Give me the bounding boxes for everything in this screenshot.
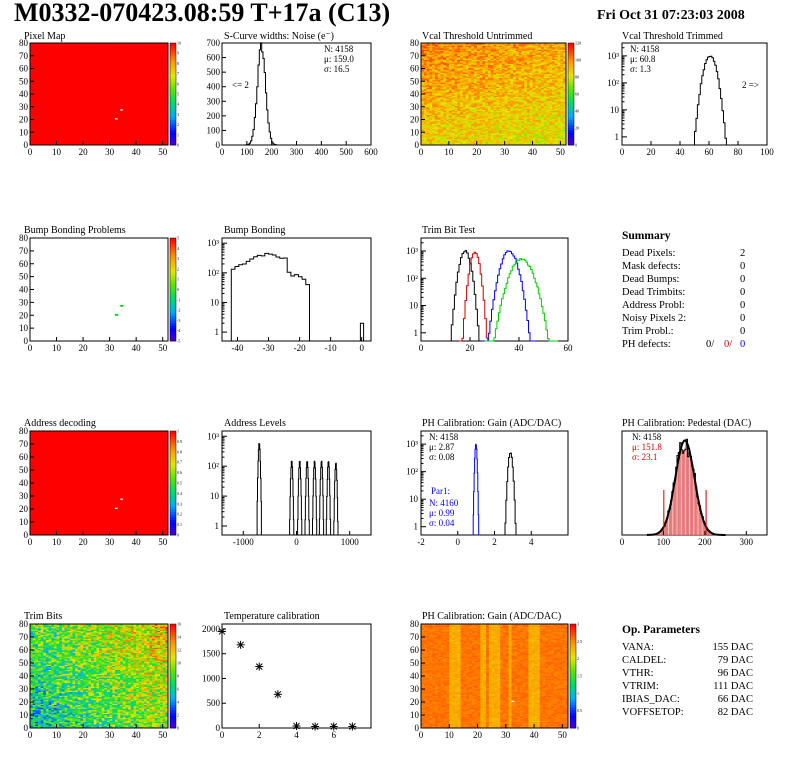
palette-cell [170, 66, 176, 69]
y-tick-label: 50 [19, 76, 29, 86]
stats-N: N: 4158 [324, 44, 354, 54]
stats-key: N: [324, 44, 335, 54]
x-tick-label: 20 [79, 147, 89, 157]
palette-cell [170, 48, 176, 51]
dead-pixel [115, 118, 118, 119]
stats-value: 16.5 [334, 64, 350, 74]
stats-mu: μ: 159.0 [324, 54, 354, 64]
x-tick-label: 500 [339, 147, 353, 157]
palette-cell [170, 74, 176, 77]
y-tick-label: 70 [19, 51, 29, 61]
palette-cell [170, 53, 176, 56]
palette-cell [170, 107, 176, 110]
stats-value: 4158 [335, 44, 354, 54]
heatmap-cells [421, 43, 566, 145]
stats-key: σ: [324, 64, 334, 74]
palette-cell [170, 79, 176, 82]
x-tick-label: 50 [158, 147, 168, 157]
palette-tick-label: 1 [177, 132, 179, 137]
palette-cell [170, 89, 176, 92]
stats-key: μ: [324, 54, 334, 64]
palette-cell [170, 91, 176, 94]
x-tick-label: 40 [132, 147, 142, 157]
x-tick-label: 400 [315, 147, 329, 157]
palette-tick-label: 8 [177, 61, 179, 66]
palette-cell [170, 127, 176, 130]
palette-cell [170, 56, 176, 59]
palette-cell [170, 114, 176, 117]
x-tick-label: 30 [105, 147, 115, 157]
palette-cell [170, 51, 176, 54]
palette-cell [170, 112, 176, 115]
x-tick-label: 10 [52, 147, 62, 157]
palette-cell [170, 46, 176, 49]
palette-cell [170, 63, 176, 66]
chart-title: S-Curve widths: Noise (e⁻) [224, 31, 334, 42]
palette-cell [170, 104, 176, 107]
x-tick-label: 600 [364, 147, 378, 157]
y-tick-label: 300 [207, 96, 221, 106]
dead-pixel [120, 109, 123, 110]
palette-cell [170, 86, 176, 89]
heatmap-cells [30, 43, 168, 145]
y-tick-label: 600 [207, 53, 221, 63]
y-tick-label: 60 [19, 64, 29, 74]
palette-cell [170, 58, 176, 61]
palette-cell [170, 99, 176, 102]
chart-title: Vcal Threshold Untrimmed [422, 31, 532, 42]
underflow-label: <= 2 [232, 80, 249, 90]
palette-cell [170, 84, 176, 87]
palette-tick-label: 0 [177, 143, 179, 148]
palette-tick-label: 2 [177, 122, 179, 127]
y-tick-label: 10 [19, 127, 29, 137]
palette-tick-label: 9 [177, 51, 179, 56]
y-tick-label: 0 [216, 140, 221, 150]
y-tick-label: 100 [207, 125, 221, 135]
palette-tick-label: 6 [177, 81, 179, 86]
palette-cell [170, 43, 176, 46]
palette-cell [170, 109, 176, 112]
x-tick-label: 300 [290, 147, 304, 157]
y-tick-label: 30 [19, 102, 29, 112]
x-tick-label: 200 [265, 147, 279, 157]
palette-cell [170, 130, 176, 133]
palette-cell [170, 97, 176, 100]
x-tick-label: 0 [220, 147, 225, 157]
palette-cell [170, 69, 176, 72]
y-tick-label: 40 [19, 89, 29, 99]
stats-sigma: σ: 16.5 [324, 64, 350, 74]
palette-tick-label: 3 [177, 112, 179, 117]
palette-cell [170, 120, 176, 123]
y-tick-label: 20 [19, 115, 29, 125]
palette-cell [170, 76, 176, 79]
stats-value: 159.0 [334, 54, 355, 64]
palette-tick-label: 4 [177, 102, 179, 107]
palette-cell [170, 102, 176, 105]
palette-cell [170, 94, 176, 97]
palette-cell [170, 71, 176, 74]
palette-cell [170, 135, 176, 138]
palette-cell [170, 117, 176, 120]
palette-cell [170, 140, 176, 143]
y-tick-label: 80 [19, 38, 29, 48]
y-tick-label: 200 [207, 111, 221, 121]
x-tick-label: 0 [28, 147, 33, 157]
y-tick-label: 700 [207, 38, 221, 48]
palette-cell [170, 122, 176, 125]
palette-cell [170, 61, 176, 64]
palette-cell [170, 81, 176, 84]
palette-cell [170, 137, 176, 140]
y-tick-label: 400 [207, 82, 221, 92]
palette-cell [170, 125, 176, 128]
palette-tick-label: 5 [177, 92, 179, 97]
palette-cell [170, 132, 176, 135]
palette-tick-label: 10 [177, 41, 181, 46]
noise-histogram [237, 43, 297, 145]
y-tick-label: 0 [24, 140, 29, 150]
y-tick-label: 500 [207, 67, 221, 77]
chart-title: Pixel Map [24, 31, 65, 42]
palette-tick-label: 7 [177, 71, 179, 76]
x-tick-label: 100 [240, 147, 254, 157]
